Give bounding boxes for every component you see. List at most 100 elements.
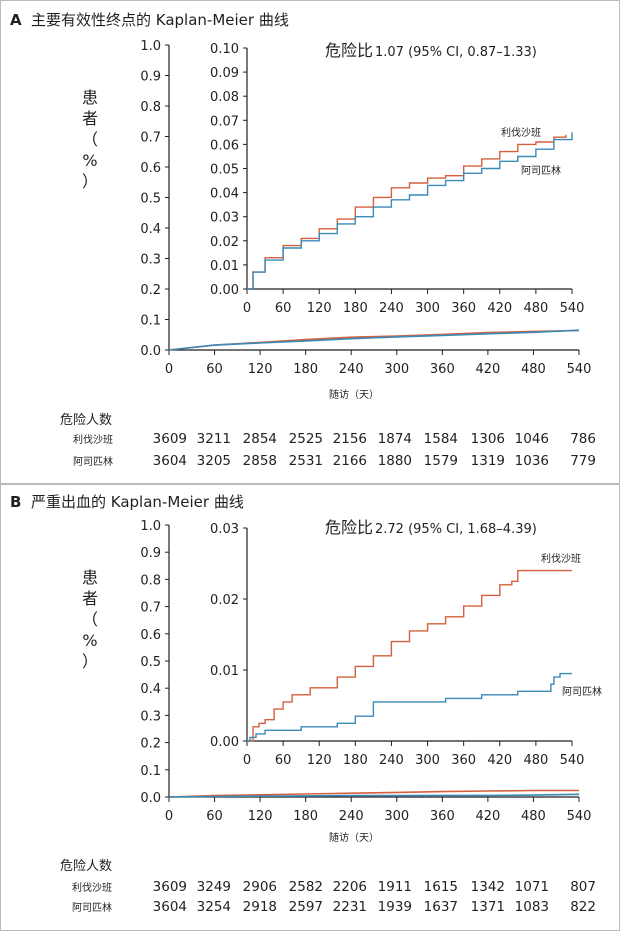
- inset-series-line: [247, 569, 572, 742]
- x-tick-label: 180: [293, 809, 318, 824]
- inset-x-tick-label: 480: [523, 753, 548, 768]
- y-tick-label: 0.5: [140, 655, 161, 670]
- x-tick-label: 120: [248, 362, 273, 377]
- series-line-main: [168, 789, 579, 798]
- risk-table-cell: 2854: [243, 431, 277, 447]
- inset-x-tick-label: 300: [415, 753, 440, 768]
- y-tick-label: 0.4: [140, 222, 161, 237]
- x-tick-label: 480: [521, 809, 546, 824]
- x-tick-label: 300: [384, 809, 409, 824]
- inset-x-tick-label: 240: [379, 753, 404, 768]
- y-tick-label: 0.5: [140, 192, 161, 207]
- inset-y-tick-label: 0.00: [210, 283, 239, 298]
- inset-x-tick-label: 120: [307, 301, 332, 316]
- risk-table-cell: 2582: [289, 879, 323, 895]
- series-line-main: [168, 793, 580, 798]
- inset-y-tick-label: 0.02: [210, 235, 239, 250]
- risk-table-cell: 2156: [333, 431, 367, 447]
- risk-table-cell: 2166: [333, 453, 367, 469]
- risk-table-cell: 1874: [378, 431, 412, 447]
- x-tick-label: 540: [567, 809, 592, 824]
- x-tick-label: 360: [430, 362, 455, 377]
- risk-table-cell: 807: [570, 879, 596, 895]
- risk-table-cell: 2531: [289, 453, 323, 469]
- risk-table-cell: 3609: [153, 879, 187, 895]
- inset-y-tick-label: 0.04: [210, 187, 239, 202]
- x-tick-label: 300: [384, 362, 409, 377]
- inset-x-tick-label: 0: [243, 301, 251, 316]
- x-tick-label: 540: [567, 362, 592, 377]
- inset-series-line: [247, 672, 572, 742]
- inset-x-tick-label: 540: [560, 301, 585, 316]
- inset-y-tick-label: 0.09: [210, 66, 239, 81]
- risk-table-cell: 1071: [515, 879, 549, 895]
- risk-table-cell: 3249: [197, 879, 231, 895]
- risk-table-cell: 3254: [197, 899, 231, 915]
- inset-y-tick-label: 0.00: [210, 735, 239, 750]
- y-tick-label: 0.0: [140, 791, 161, 806]
- risk-table-cell: 2206: [333, 879, 367, 895]
- inset-x-tick-label: 60: [275, 753, 292, 768]
- y-tick-label: 0.9: [140, 70, 161, 85]
- y-tick-label: 0.9: [140, 546, 161, 561]
- risk-table-cell: 3205: [197, 453, 231, 469]
- hazard-ratio-label: 危险比: [325, 518, 373, 537]
- y-tick-label: 0.6: [140, 161, 161, 176]
- y-tick-label: 1.0: [140, 39, 161, 54]
- risk-table-cell: 822: [570, 899, 596, 915]
- y-axis-label: 患者（%）: [82, 88, 98, 191]
- inset-y-tick-label: 0.03: [210, 522, 239, 537]
- x-axis-label: 随访（天）: [329, 388, 379, 401]
- risk-table-row-label: 阿司匹林: [72, 901, 112, 914]
- x-axis-label: 随访（天）: [329, 831, 379, 844]
- hazard-ratio-value: 1.07 (95% CI, 0.87–1.33): [375, 45, 537, 60]
- inset-series-line: [247, 132, 573, 290]
- risk-table-cell: 1342: [471, 879, 505, 895]
- inset-y-tick-label: 0.10: [210, 42, 239, 57]
- risk-table-cell: 1371: [471, 899, 505, 915]
- risk-table-cell: 779: [570, 453, 596, 469]
- inset-y-tick-label: 0.08: [210, 90, 239, 105]
- risk-table-row-label: 阿司匹林: [73, 455, 113, 468]
- x-tick-label: 480: [521, 362, 546, 377]
- y-tick-label: 0.1: [140, 764, 161, 779]
- y-tick-label: 0.4: [140, 682, 161, 697]
- y-tick-label: 0.7: [140, 131, 161, 146]
- x-tick-label: 120: [248, 809, 273, 824]
- inset-x-tick-label: 0: [243, 753, 251, 768]
- x-tick-label: 0: [165, 809, 173, 824]
- risk-table-cell: 1046: [515, 431, 549, 447]
- risk-table-cell: 1306: [471, 431, 505, 447]
- inset-y-tick-label: 0.01: [210, 664, 239, 679]
- inset-x-tick-label: 240: [379, 301, 404, 316]
- series-line-main: [168, 329, 580, 351]
- y-tick-label: 0.3: [140, 709, 161, 724]
- risk-table-cell: 1083: [515, 899, 549, 915]
- risk-table-cell: 1584: [424, 431, 458, 447]
- risk-table-cell: 1880: [378, 453, 412, 469]
- y-tick-label: 0.2: [140, 283, 161, 298]
- risk-table-cell: 1637: [424, 899, 458, 915]
- y-tick-label: 0.8: [140, 573, 161, 588]
- x-tick-label: 360: [430, 809, 455, 824]
- inset-x-tick-label: 180: [343, 753, 368, 768]
- risk-table-cell: 3604: [153, 453, 187, 469]
- hazard-ratio-value: 2.72 (95% CI, 1.68–4.39): [375, 522, 537, 537]
- risk-table-cell: 1939: [378, 899, 412, 915]
- y-tick-label: 0.8: [140, 100, 161, 115]
- x-tick-label: 0: [165, 362, 173, 377]
- risk-table-cell: 2525: [289, 431, 323, 447]
- inset-series-line: [247, 134, 567, 290]
- x-tick-label: 240: [339, 362, 364, 377]
- inset-y-tick-label: 0.06: [210, 138, 239, 153]
- risk-table-cell: 3211: [197, 431, 231, 447]
- risk-table-cell: 2231: [333, 899, 367, 915]
- x-tick-label: 180: [293, 362, 318, 377]
- risk-table-cell: 3609: [153, 431, 187, 447]
- chart-title: 主要有效性终点的 Kaplan-Meier 曲线: [31, 11, 289, 29]
- chart-title: 严重出血的 Kaplan-Meier 曲线: [31, 493, 244, 511]
- y-tick-label: 0.1: [140, 314, 161, 329]
- panel-b: B 严重出血的 Kaplan-Meier 曲线 0.0 0.1 0.2 0.3 0.4 0.5…: [0, 484, 620, 931]
- inset-y-tick-label: 0.03: [210, 211, 239, 226]
- risk-table-cell: 2597: [289, 899, 323, 915]
